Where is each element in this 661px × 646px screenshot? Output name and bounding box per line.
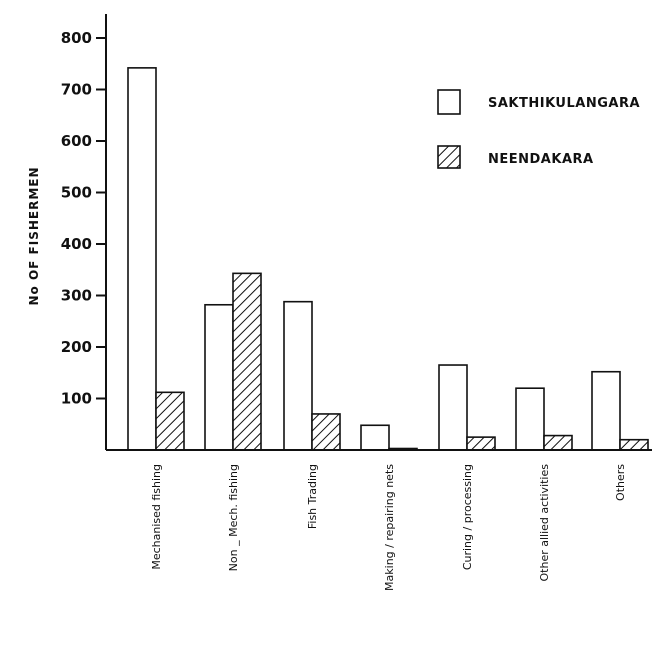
y-tick-label-100: 100	[61, 390, 92, 408]
bar-sakthikulangara-others	[591, 370, 621, 451]
category-label-other-allied-activities: Other allied activities	[538, 464, 551, 582]
legend: SAKTHIKULANGARA NEENDAKARA	[437, 89, 640, 169]
y-tick-label-800: 800	[61, 29, 92, 47]
bar-neendakara-curing-processing	[466, 436, 496, 451]
bar-sakthikulangara-fish-trading	[283, 300, 313, 451]
category-label-others: Others	[614, 464, 627, 501]
legend-label-neendakara: NEENDAKARA	[488, 152, 594, 167]
bars	[127, 67, 649, 451]
y-axis-title: No OF FISHERMEN	[27, 166, 41, 305]
bar-neendakara-others	[619, 438, 649, 451]
y-tick-label-500: 500	[61, 184, 92, 202]
category-label-curing-processing: Curing / processing	[461, 464, 474, 570]
bar-neendakara-non-mech-fishing	[232, 272, 262, 451]
x-axis-category-labels: Mechanised fishing Non _ Mech. fishing Fis…	[150, 464, 627, 591]
legend-label-sakthikulangara: SAKTHIKULANGARA	[488, 96, 640, 111]
y-axis-ticks: 100 200 300 400 500 600 700 800	[61, 29, 106, 408]
bar-sakthikulangara-curing-processing	[438, 364, 468, 451]
bar-sakthikulangara-mechanised-fishing	[127, 67, 157, 451]
y-tick-label-300: 300	[61, 287, 92, 305]
legend-swatch-neendakara	[437, 145, 461, 169]
category-label-mechanised-fishing: Mechanised fishing	[150, 464, 163, 570]
bar-sakthikulangara-non-mech-fishing	[204, 303, 234, 451]
y-tick-label-200: 200	[61, 338, 92, 356]
bar-neendakara-fish-trading	[311, 413, 341, 451]
y-tick-label-700: 700	[61, 81, 92, 99]
category-label-non-mech-fishing: Non _ Mech. fishing	[227, 464, 240, 571]
bar-sakthikulangara-making-repairing-nets	[360, 424, 390, 451]
category-label-fish-trading: Fish Trading	[306, 464, 319, 529]
legend-swatch-sakthikulangara	[437, 89, 461, 115]
bar-neendakara-mechanised-fishing	[155, 391, 185, 451]
y-tick-label-400: 400	[61, 235, 92, 253]
y-tick-label-600: 600	[61, 132, 92, 150]
bar-sakthikulangara-other-allied-activities	[515, 387, 545, 451]
bar-neendakara-other-allied-activities	[543, 434, 573, 451]
category-label-making-repairing-nets: Making / repairing nets	[383, 464, 396, 591]
